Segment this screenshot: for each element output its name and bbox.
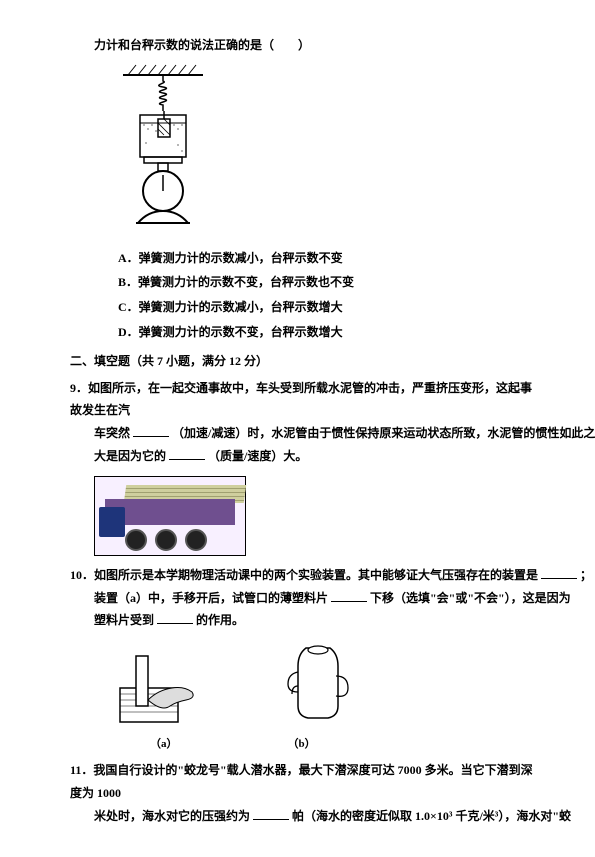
section2-title: 二、填空题（共 7 小题，满分 12 分） bbox=[70, 350, 535, 373]
q9-line2-a: 车突然 bbox=[94, 426, 130, 440]
q11-blank1 bbox=[253, 807, 289, 820]
q10-label-a: （a） bbox=[150, 734, 178, 755]
q10-figure-labels: （a） （b） bbox=[150, 734, 535, 755]
q10-line3-a: 塑料片受到 bbox=[94, 613, 154, 627]
q8-option-c: C．弹簧测力计的示数减小，台秤示数增大 bbox=[70, 296, 535, 319]
q11-line1: 11．我国自行设计的"蛟龙号"载人潜水器，最大下潜深度可达 7000 多米。当它… bbox=[70, 759, 535, 805]
q10-figure-a bbox=[118, 650, 208, 730]
q8-stem: 力计和台秤示数的说法正确的是（ ） bbox=[70, 34, 535, 57]
q10-line2-a: 装置（a）中，手移开后，试管口的薄塑料片 bbox=[94, 591, 328, 605]
q10-line1-a: 10．如图所示是本学期物理活动课中的两个实验装置。其中能够证大气压强存在的装置是 bbox=[70, 568, 538, 582]
q10-line1-b: ； bbox=[580, 568, 592, 582]
q8-option-d: D．弹簧测力计的示数不变，台秤示数增大 bbox=[70, 321, 535, 344]
q11-line2-a: 米处时，海水对它的压强约为 bbox=[94, 809, 250, 823]
q10-line2: 装置（a）中，手移开后，试管口的薄塑料片 下移（选填"会"或"不会"），这是因为 bbox=[70, 587, 535, 610]
q9-blank1 bbox=[133, 424, 169, 437]
q10-line3-b: 的作用。 bbox=[196, 613, 244, 627]
q9-line3: 大是因为它的 （质量/速度）大。 bbox=[70, 445, 535, 468]
q9-line2-b: （加速/减速）时，水泥管由于惯性保持原来运动状态所致，水泥管的惯性如此之 bbox=[172, 426, 595, 440]
q9-blank2 bbox=[169, 447, 205, 460]
truck-wheel bbox=[155, 529, 177, 551]
q10-blank1 bbox=[541, 566, 577, 579]
q10-blank2 bbox=[331, 589, 367, 602]
q10-line1: 10．如图所示是本学期物理活动课中的两个实验装置。其中能够证大气压强存在的装置是… bbox=[70, 564, 535, 587]
q10-figure-b bbox=[278, 640, 358, 730]
q10-label-b: （b） bbox=[288, 734, 316, 755]
q8-option-b: B．弹簧测力计的示数不变，台秤示数也不变 bbox=[70, 271, 535, 294]
q9-line3-b: （质量/速度）大。 bbox=[208, 449, 307, 463]
q10-blank3 bbox=[157, 611, 193, 624]
q10-line3: 塑料片受到 的作用。 bbox=[70, 609, 535, 632]
truck-cab bbox=[99, 507, 125, 537]
q9-line3-a: 大是因为它的 bbox=[94, 449, 166, 463]
q9-line1: 9．如图所示，在一起交通事故中，车头受到所载水泥管的冲击，严重挤压变形，这起事故… bbox=[70, 377, 535, 423]
q10-figures bbox=[118, 640, 535, 730]
q9-figure-truck bbox=[94, 476, 246, 556]
q10-line2-b: 下移（选填"会"或"不会"），这是因为 bbox=[370, 591, 571, 605]
q11-line2: 米处时，海水对它的压强约为 帕（海水的密度近似取 1.0×10³ 千克/米³），… bbox=[70, 805, 535, 828]
q9-line2: 车突然 （加速/减速）时，水泥管由于惯性保持原来运动状态所致，水泥管的惯性如此之 bbox=[70, 422, 535, 445]
q11-line2-b: 帕（海水的密度近似取 1.0×10³ 千克/米³），海水对"蛟 bbox=[292, 809, 571, 823]
truck-wheel bbox=[125, 529, 147, 551]
truck-wheel bbox=[185, 529, 207, 551]
q8-option-a: A．弹簧测力计的示数减小，台秤示数不变 bbox=[70, 247, 535, 270]
q8-figure bbox=[118, 63, 208, 241]
